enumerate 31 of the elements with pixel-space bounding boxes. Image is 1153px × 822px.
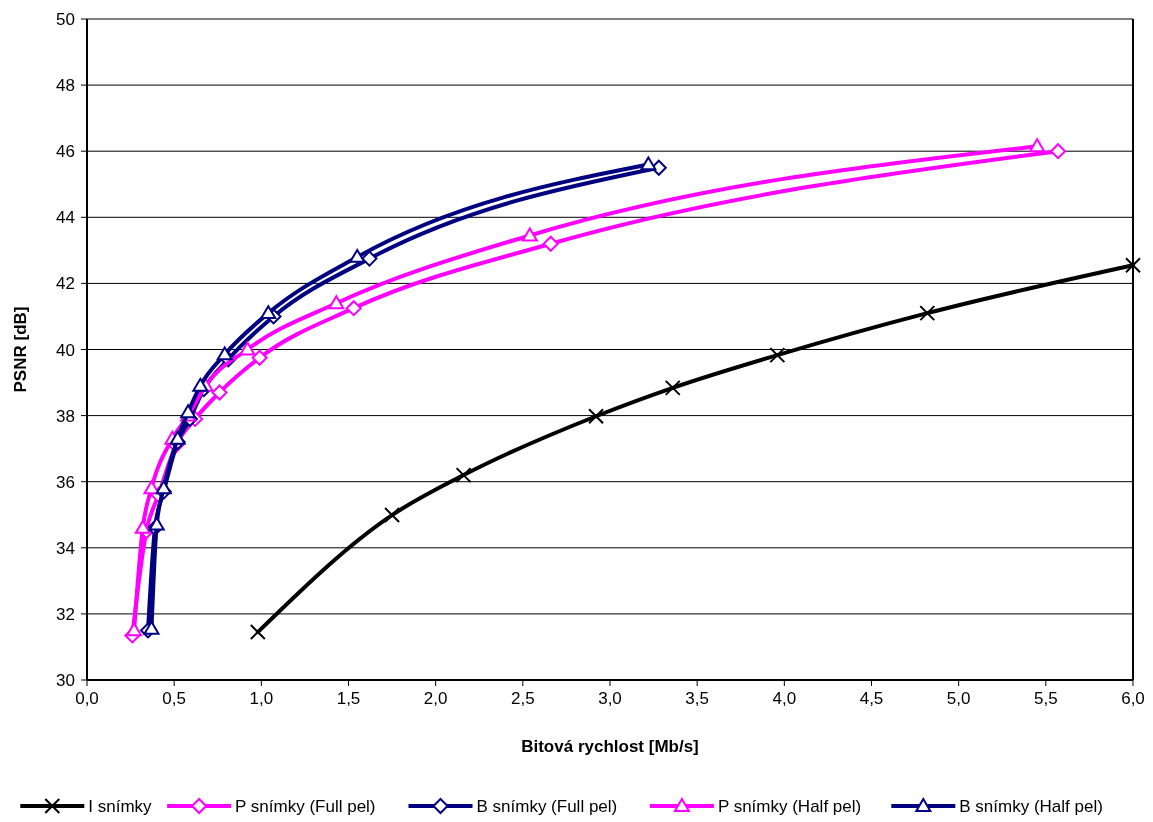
legend-label: B snímky (Full pel) — [476, 797, 618, 816]
x-tick-label: 4,0 — [772, 689, 797, 708]
x-tick-label: 0,5 — [162, 689, 186, 708]
y-tick-label: 36 — [56, 472, 75, 492]
x-tick-label: 3,0 — [598, 689, 622, 708]
x-tick-label: 0,0 — [75, 689, 99, 708]
x-tick-label: 2,5 — [511, 689, 535, 708]
legend-label: P snímky (Full pel) — [235, 797, 376, 816]
legend-label: B snímky (Half pel) — [959, 797, 1103, 816]
x-axis-title: Bitová rychlost [Mb/s] — [521, 737, 699, 756]
y-tick-label: 46 — [56, 142, 75, 162]
y-tick-label: 40 — [56, 340, 75, 360]
y-axis-title: PSNR [dB] — [11, 306, 30, 393]
x-tick-label: 2,0 — [423, 689, 448, 708]
x-tick-label: 4,5 — [859, 689, 884, 708]
legend-label: I snímky — [88, 797, 153, 816]
y-tick-label: 48 — [56, 76, 75, 96]
x-tick-label: 6,0 — [1121, 689, 1145, 708]
x-tick-label: 3,5 — [685, 689, 709, 708]
y-tick-label: 44 — [56, 208, 75, 228]
x-tick-label: 1,0 — [249, 689, 274, 708]
x-tick-label: 5,0 — [946, 689, 971, 708]
y-tick-label: 34 — [56, 538, 75, 558]
x-tick-label: 5,5 — [1034, 689, 1058, 708]
y-tick-label: 30 — [56, 671, 75, 690]
legend-label: P snímky (Half pel) — [717, 797, 862, 816]
x-tick-label: 1,5 — [336, 689, 361, 708]
y-tick-label: 32 — [56, 604, 75, 624]
y-tick-label: 38 — [56, 406, 75, 426]
y-tick-label: 42 — [56, 274, 75, 294]
y-tick-label: 50 — [56, 10, 75, 29]
